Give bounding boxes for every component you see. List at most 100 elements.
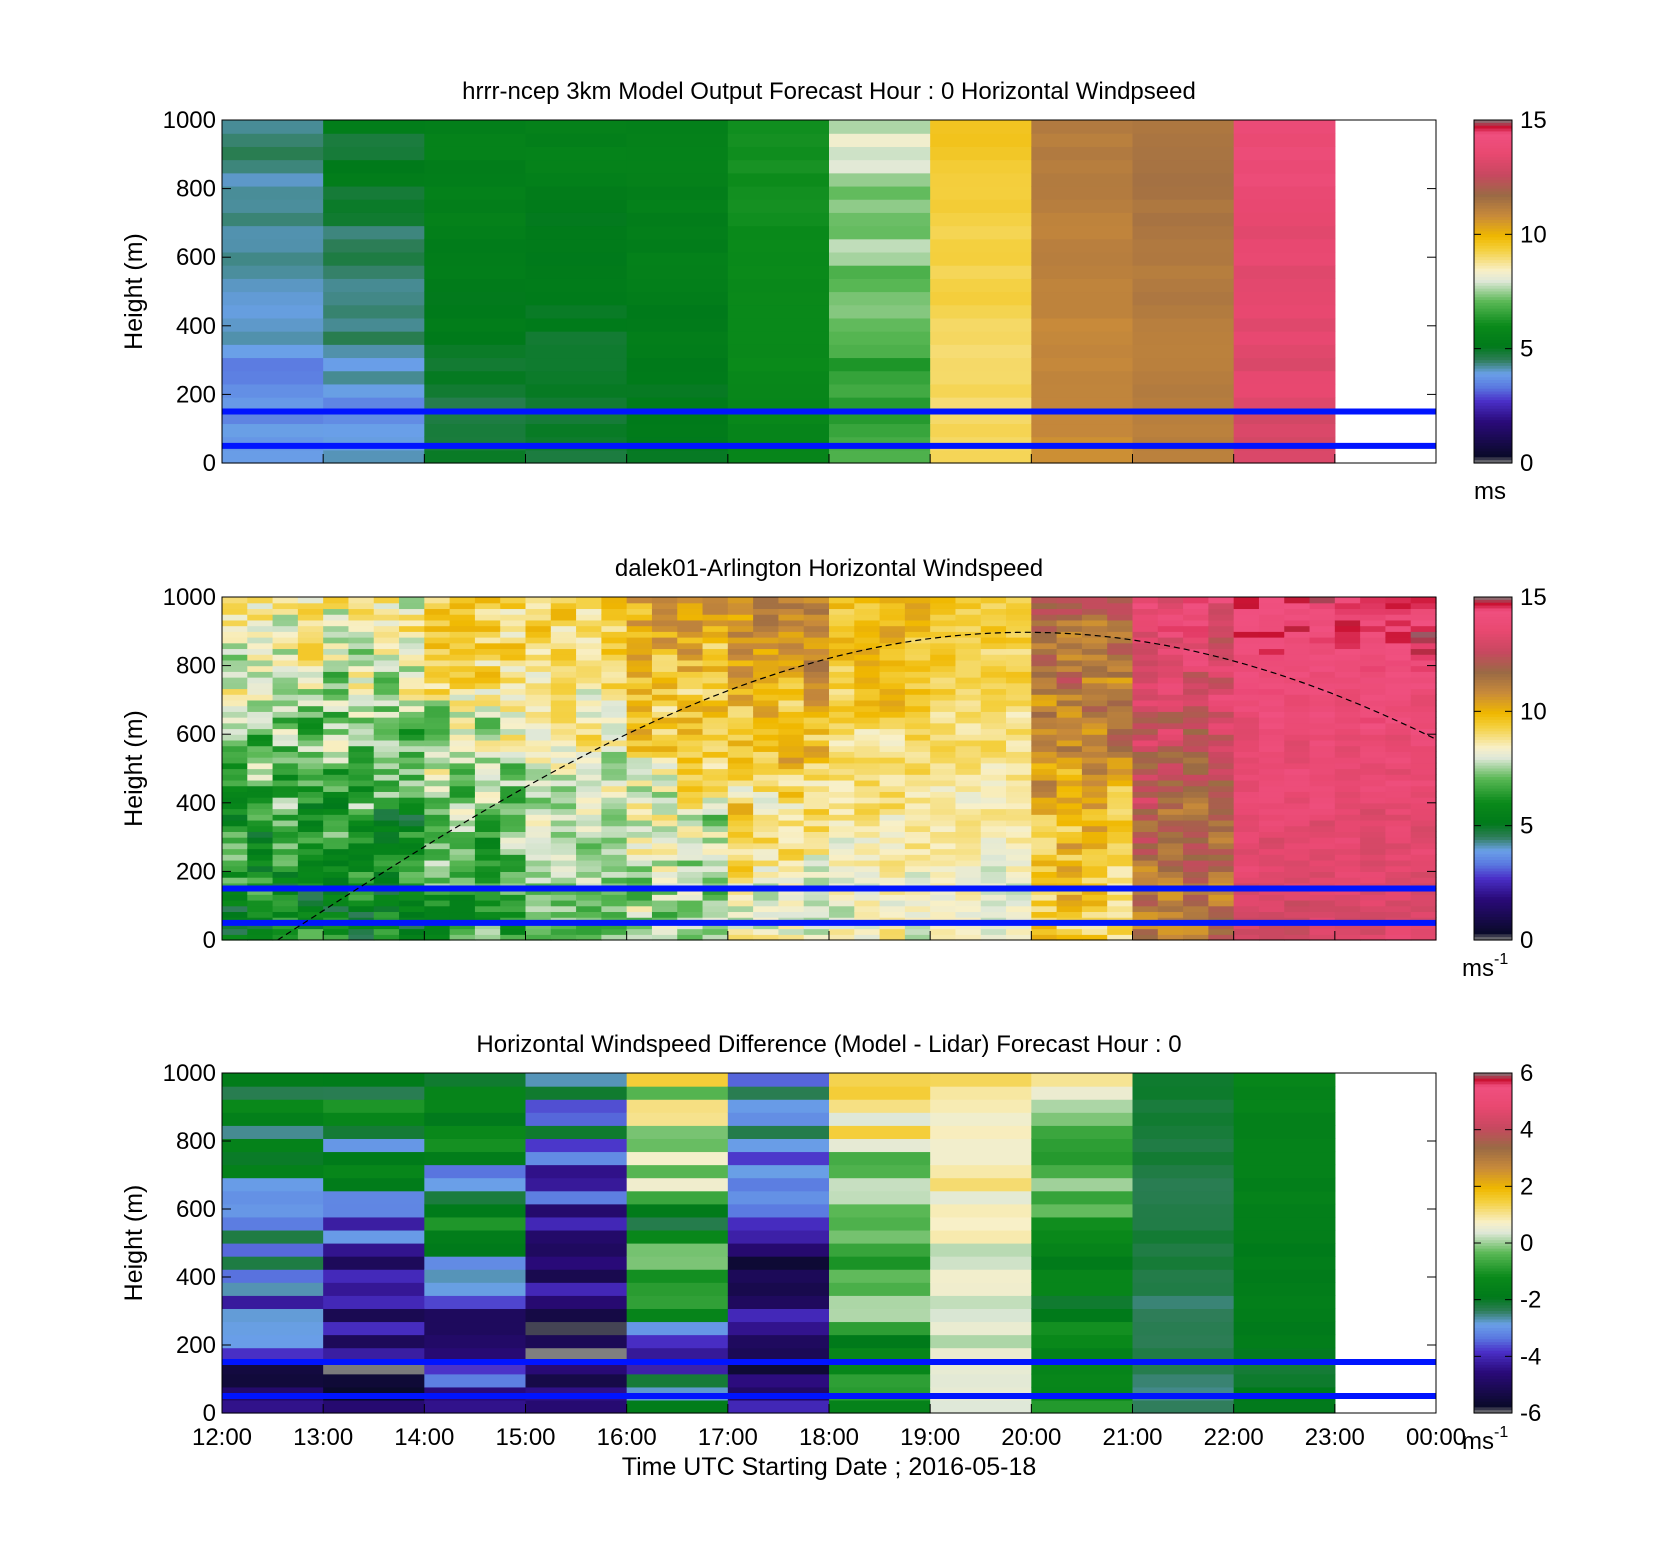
heatmap-cell: [803, 631, 830, 638]
heatmap-cell: [449, 654, 476, 661]
heatmap-cell: [1056, 842, 1083, 850]
heatmap-cell: [576, 654, 602, 661]
heatmap-cell: [222, 291, 324, 306]
colorbar-segment: [1474, 1098, 1512, 1102]
heatmap: [222, 597, 1437, 941]
heatmap-cell: [778, 797, 805, 804]
heatmap-cell: [1081, 694, 1108, 701]
heatmap-cell: [1334, 625, 1361, 632]
heatmap-cell: [399, 694, 425, 701]
heatmap-cell: [525, 865, 552, 872]
heatmap-cell: [1107, 837, 1134, 844]
heatmap-cell: [753, 602, 780, 610]
heatmap-cell: [247, 654, 274, 661]
heatmap-cell: [348, 848, 375, 855]
heatmap-cell: [297, 905, 324, 913]
heatmap-cell: [778, 642, 805, 650]
heatmap-cell: [1309, 899, 1336, 907]
heatmap-cell: [702, 614, 729, 621]
heatmap-cell: [1132, 1334, 1235, 1349]
heatmap-cell: [272, 694, 299, 701]
heatmap-cell: [626, 637, 653, 644]
heatmap-cell: [1284, 899, 1311, 907]
heatmap-cell: [1233, 677, 1260, 684]
colorbar-segment: [1474, 348, 1512, 353]
heatmap-cell: [1031, 705, 1058, 712]
heatmap-cell: [474, 637, 501, 644]
heatmap-cell: [348, 705, 375, 712]
heatmap-cell: [424, 888, 451, 895]
heatmap-cell: [879, 637, 906, 644]
heatmap-cell: [651, 699, 678, 707]
colorbar-segment: [1474, 397, 1512, 401]
heatmap-cell: [525, 905, 552, 913]
heatmap-cell: [1006, 791, 1032, 798]
heatmap-cell: [879, 848, 906, 855]
heatmap-cell: [247, 894, 274, 901]
heatmap-cell: [323, 370, 425, 385]
heatmap-cell: [1284, 894, 1311, 901]
y-axis-label: Height (m): [120, 1185, 148, 1302]
heatmap-cell: [1107, 819, 1134, 827]
heatmap-cell: [424, 774, 451, 781]
heatmap-cell: [1208, 659, 1235, 667]
heatmap-cell: [576, 597, 602, 604]
heatmap-cell: [525, 1203, 628, 1218]
heatmap-cell: [550, 757, 577, 764]
y-tick-label: 0: [203, 450, 216, 477]
heatmap-cell: [449, 934, 476, 941]
y-tick-label: 600: [176, 1196, 216, 1223]
heatmap-cell: [1334, 848, 1361, 855]
heatmap-cell: [1233, 774, 1260, 781]
heatmap-cell: [702, 694, 729, 701]
heatmap-cell: [753, 739, 780, 747]
heatmap-cell: [474, 797, 501, 804]
heatmap-cell: [247, 717, 274, 724]
heatmap-cell: [1132, 791, 1159, 798]
heatmap-cell: [829, 1229, 931, 1244]
heatmap-cell: [348, 837, 375, 844]
heatmap-cell: [1385, 705, 1412, 712]
heatmap-cell: [1309, 911, 1336, 918]
heatmap-cell: [1031, 688, 1058, 695]
heatmap-cell: [980, 837, 1007, 844]
heatmap-cell: [1031, 894, 1058, 901]
y-tick-label: 200: [176, 858, 216, 885]
heatmap-cell: [930, 859, 957, 867]
heatmap-cell: [247, 602, 274, 610]
heatmap-cell: [323, 717, 350, 724]
y-tick-label: 600: [176, 721, 216, 748]
heatmap-cell: [500, 757, 527, 764]
heatmap-cell: [1360, 831, 1387, 838]
heatmap-cell: [348, 859, 375, 867]
heatmap-cell: [930, 383, 1032, 398]
heatmap-cell: [778, 854, 805, 861]
heatmap-cell: [373, 768, 400, 775]
heatmap-cell: [702, 608, 729, 615]
heatmap-cell: [525, 317, 628, 332]
heatmap-cell: [1056, 922, 1083, 930]
heatmap-cell: [1233, 671, 1260, 678]
heatmap-cell: [753, 871, 780, 878]
heatmap-cell: [1334, 825, 1361, 832]
colorbar-segment: [1474, 1325, 1512, 1329]
heatmap-cell: [1132, 1099, 1235, 1113]
heatmap-cell: [449, 757, 476, 764]
heatmap-cell: [904, 694, 931, 701]
colorbar-segment: [1474, 157, 1512, 161]
heatmap-cell: [626, 825, 653, 832]
colorbar-segment: [1474, 1107, 1512, 1111]
heatmap-cell: [1360, 848, 1387, 855]
heatmap-cell: [1081, 819, 1108, 827]
heatmap-cell: [525, 802, 552, 810]
heatmap-cell: [930, 774, 957, 781]
heatmap-cell: [803, 757, 830, 764]
heatmap-cell: [955, 922, 982, 930]
heatmap-cell: [1031, 331, 1134, 345]
heatmap-cell: [373, 859, 400, 867]
colorbar-segment: [1474, 648, 1512, 652]
heatmap-cell: [879, 865, 906, 872]
heatmap-cell: [222, 682, 248, 690]
heatmap-cell: [1233, 357, 1336, 372]
heatmap-cell: [222, 665, 248, 672]
